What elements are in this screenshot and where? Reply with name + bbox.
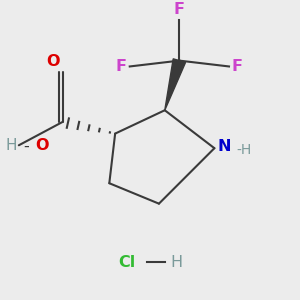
Text: F: F xyxy=(116,59,127,74)
Text: O: O xyxy=(35,138,48,153)
Text: N: N xyxy=(217,139,231,154)
Polygon shape xyxy=(165,59,185,110)
Text: O: O xyxy=(46,54,60,69)
Text: Cl: Cl xyxy=(118,254,136,269)
Text: H: H xyxy=(171,254,183,269)
Text: -H: -H xyxy=(236,143,251,157)
Text: -: - xyxy=(23,139,29,154)
Text: H: H xyxy=(6,138,17,153)
Text: F: F xyxy=(174,2,185,17)
Text: F: F xyxy=(232,59,243,74)
